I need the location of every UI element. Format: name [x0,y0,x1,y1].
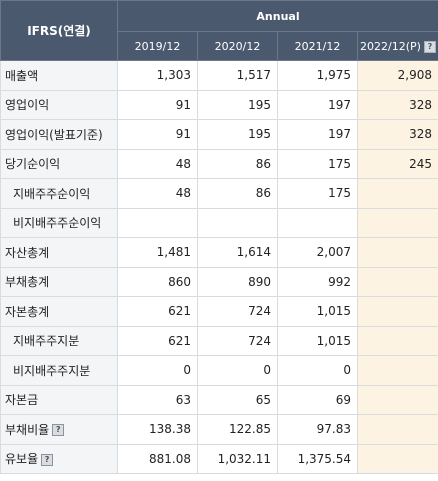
estimate-cell: 2,908 [356,60,438,91]
value-cell: 0 [197,355,278,386]
value-cell: 197 [277,89,358,120]
table-row: 자본총계 621 724 1,015 [0,296,438,327]
value-cell: 1,375.54 [277,443,358,474]
row-label: 매출액 [0,60,118,91]
value-cell: 1,303 [117,60,198,91]
value-cell: 1,517 [197,60,278,91]
row-label-with-help: 부채비율? [0,414,118,445]
row-label: 지배주주순이익 [0,178,118,209]
row-label: 영업이익(발표기준) [0,119,118,150]
table-row: 영업이익(발표기준) 91 195 197 328 [0,119,438,150]
value-cell: 881.08 [117,443,198,474]
question-icon[interactable]: ? [41,453,54,466]
table-row: 매출액 1,303 1,517 1,975 2,908 [0,60,438,91]
estimate-cell [356,207,438,238]
row-label: 영업이익 [0,89,118,120]
table-row: 비지배주주순이익 [0,207,438,238]
value-cell: 621 [117,325,198,356]
value-cell: 621 [117,296,198,327]
value-cell: 197 [277,119,358,150]
value-cell: 48 [117,178,198,209]
row-label: 유보율 [5,452,39,467]
table-body: 매출액 1,303 1,517 1,975 2,908 영업이익 91 195 … [0,60,438,474]
row-label: 자산총계 [0,237,118,268]
estimate-cell: 245 [356,148,438,179]
estimate-cell [356,325,438,356]
value-cell: 1,481 [117,237,198,268]
value-cell: 86 [197,148,278,179]
row-label: 부채총계 [0,266,118,297]
year-header: 2020/12 [197,31,278,61]
value-cell [277,207,358,238]
value-cell: 138.38 [117,414,198,445]
table-row: 당기순이익 48 86 175 245 [0,148,438,179]
estimate-cell [356,443,438,474]
table-row: 영업이익 91 195 197 328 [0,89,438,120]
estimate-cell [356,178,438,209]
year-header-estimate: 2022/12(P)? [356,31,438,61]
row-label: 자본총계 [0,296,118,327]
value-cell: 0 [117,355,198,386]
value-cell: 63 [117,384,198,415]
value-cell: 69 [277,384,358,415]
table-row: 자산총계 1,481 1,614 2,007 [0,237,438,268]
value-cell: 175 [277,148,358,179]
value-cell: 86 [197,178,278,209]
estimate-cell [356,237,438,268]
value-cell: 1,975 [277,60,358,91]
value-cell: 1,015 [277,325,358,356]
value-cell: 0 [277,355,358,386]
value-cell: 91 [117,89,198,120]
value-cell: 890 [197,266,278,297]
value-cell: 992 [277,266,358,297]
ifrs-header: IFRS(연결) [0,0,118,61]
value-cell: 48 [117,148,198,179]
year-header: 2021/12 [277,31,358,61]
value-cell: 2,007 [277,237,358,268]
year-header: 2019/12 [117,31,198,61]
estimate-cell [356,296,438,327]
question-icon[interactable]: ? [423,40,436,53]
table-row: 지배주주순이익 48 86 175 [0,178,438,209]
value-cell: 65 [197,384,278,415]
table-row: 지배주주지분 621 724 1,015 [0,325,438,356]
row-label: 지배주주지분 [0,325,118,356]
row-label: 당기순이익 [0,148,118,179]
value-cell: 175 [277,178,358,209]
value-cell: 91 [117,119,198,150]
estimate-cell: 328 [356,89,438,120]
value-cell: 724 [197,325,278,356]
table-row: 부채비율? 138.38 122.85 97.83 [0,414,438,445]
value-cell: 1,015 [277,296,358,327]
table-header: IFRS(연결) Annual 2019/12 2020/12 2021/12 … [0,0,438,61]
row-label: 자본금 [0,384,118,415]
value-cell: 97.83 [277,414,358,445]
value-cell: 1,032.11 [197,443,278,474]
question-icon[interactable]: ? [52,424,65,437]
value-cell: 724 [197,296,278,327]
row-label-with-help: 유보율? [0,443,118,474]
table-row: 유보율? 881.08 1,032.11 1,375.54 [0,443,438,474]
value-cell [197,207,278,238]
row-label: 비지배주주순이익 [0,207,118,238]
value-cell: 195 [197,119,278,150]
table-row: 부채총계 860 890 992 [0,266,438,297]
table-row: 비지배주주지분 0 0 0 [0,355,438,386]
row-label: 비지배주주지분 [0,355,118,386]
table-row: 자본금 63 65 69 [0,384,438,415]
estimate-cell [356,414,438,445]
value-cell [117,207,198,238]
value-cell: 860 [117,266,198,297]
row-label: 부채비율 [5,422,50,437]
value-cell: 122.85 [197,414,278,445]
value-cell: 1,614 [197,237,278,268]
value-cell: 195 [197,89,278,120]
estimate-cell: 328 [356,119,438,150]
estimate-cell [356,266,438,297]
estimate-cell [356,384,438,415]
estimate-cell [356,355,438,386]
year-label: 2022/12(P) [360,39,421,53]
annual-header: Annual [116,0,438,32]
